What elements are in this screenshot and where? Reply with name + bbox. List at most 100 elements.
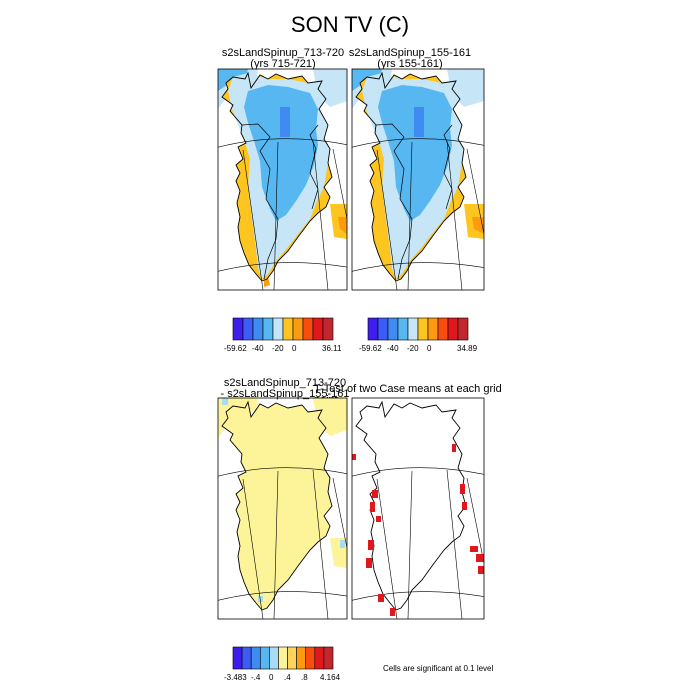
colorbar-tick-label: 34.89 — [457, 344, 478, 353]
colorbar-tick-label: -20 — [407, 344, 419, 353]
colorbar-tick-label: -20 — [272, 344, 284, 353]
colorbar-swatch — [272, 317, 284, 341]
colorbar-swatch — [305, 646, 316, 670]
colorbar-swatch — [427, 317, 439, 341]
colorbar-panel2 — [367, 317, 469, 341]
colorbar-swatch — [278, 646, 288, 670]
panel2-subtitle-text: (yrs 155-161) — [377, 58, 443, 70]
longitude-lines — [242, 469, 347, 619]
colorbar-swatch — [259, 646, 270, 670]
colorbar-swatch — [292, 317, 304, 341]
colorbar-swatch — [282, 317, 294, 341]
panel1-title-text: s2sLandSpinup_713-720 — [221, 47, 345, 59]
cell-diff-negative — [222, 398, 228, 405]
colorbar-swatch — [457, 317, 469, 341]
cell-diff-negative — [258, 596, 263, 602]
ice-sheet-interior — [378, 85, 452, 221]
panel1-subtitle-text: (yrs 715-721) — [250, 58, 316, 70]
longitude-lines — [376, 469, 484, 619]
panel3-map — [218, 398, 347, 619]
panel4-frame — [351, 397, 485, 620]
panel2-title-text: s2sLandSpinup_155-161 — [348, 47, 472, 59]
colorbar-swatch — [262, 317, 274, 341]
sig-cell — [372, 490, 378, 498]
colorbar-swatch — [241, 646, 252, 670]
colorbar-tick-label: 0 — [427, 344, 432, 353]
colorbar-tick-label: 0 — [269, 673, 274, 682]
latitude-lines — [218, 467, 347, 601]
latitude-lines — [352, 467, 484, 601]
cell-diff-negative — [340, 540, 345, 548]
longitude-lines — [376, 140, 484, 290]
sig-cell — [476, 554, 484, 562]
colorbar-tick-label: -59.62 — [224, 344, 247, 353]
panel1-title: s2sLandSpinup_713-720 (yrs 715-721) — [218, 48, 348, 70]
panel3-title-text: s2sLandSpinup_713-720 — [223, 377, 347, 389]
colorbar-swatch — [269, 646, 279, 670]
sig-cell — [470, 546, 478, 552]
ice-sheet-summit — [280, 107, 290, 137]
ice-sheet-summit — [414, 107, 424, 137]
main-title: SON TV (C) — [290, 12, 410, 37]
latitude-lines — [352, 138, 484, 272]
colorbar-swatch — [367, 317, 379, 341]
colorbar-swatch — [232, 317, 244, 341]
cell-coast-east-warm — [472, 217, 484, 234]
colorbar-tick-label: -40 — [387, 344, 399, 353]
colorbar-swatch — [407, 317, 419, 341]
significant-cells — [352, 444, 484, 616]
sig-cell — [366, 558, 372, 568]
colorbar-tick-label: .4 — [284, 673, 291, 682]
panel2-title: s2sLandSpinup_155-161 (yrs 155-161) — [335, 48, 485, 70]
panel2-map — [352, 69, 484, 290]
contour-zero — [375, 123, 453, 280]
sig-cell — [478, 566, 484, 574]
sig-cell — [460, 484, 465, 494]
colorbar-panel1 — [232, 317, 334, 341]
sig-cell — [352, 454, 356, 460]
sig-cell — [368, 540, 374, 550]
colorbar-difference — [232, 646, 334, 670]
sig-cell — [378, 594, 384, 602]
colorbar-tick-label: -.4 — [251, 673, 261, 682]
colorbar-swatch — [287, 646, 297, 670]
ice-sheet-interior — [244, 85, 318, 221]
colorbar-swatch — [447, 317, 459, 341]
colorbar-swatch — [314, 646, 325, 670]
panel3-title: s2sLandSpinup_713-720 - s2sLandSpinup_15… — [210, 378, 360, 400]
colorbar-tick-label: -59.62 — [359, 344, 382, 353]
colorbar-swatch — [312, 317, 324, 341]
colorbar-swatch — [387, 317, 399, 341]
colorbar-swatch — [377, 317, 389, 341]
panel4-map — [352, 401, 484, 619]
colorbar-tick-label: 4.164 — [320, 673, 341, 682]
colorbar-swatch — [397, 317, 409, 341]
colorbar-tick-label: 0 — [292, 344, 297, 353]
panel2-frame — [351, 68, 485, 291]
colorbar-swatch — [417, 317, 429, 341]
colorbar-tick-label: 36.11 — [322, 344, 342, 353]
contour-zero — [241, 123, 319, 280]
sig-cell — [370, 502, 375, 512]
panel3-frame — [217, 397, 348, 620]
sig-cell — [462, 502, 467, 510]
latitude-lines — [218, 138, 347, 272]
colorbar-tick-label: .8 — [301, 673, 308, 682]
longitude-lines — [242, 140, 347, 290]
colorbar-swatch — [232, 646, 243, 670]
colorbar-swatch — [437, 317, 449, 341]
colorbar-swatch — [302, 317, 314, 341]
sig-cell — [390, 608, 395, 616]
colorbar-swatch — [322, 317, 334, 341]
panel3-subtitle-text: - s2sLandSpinup_155-161 — [220, 388, 350, 400]
colorbar-swatch — [296, 646, 307, 670]
colorbar-tick-label: -3.483 — [224, 673, 247, 682]
panel1-frame — [217, 68, 348, 291]
colorbar-tick-label: -40 — [252, 344, 264, 353]
sig-cell — [452, 444, 456, 452]
panel1-map — [218, 69, 347, 290]
colorbar-swatch — [323, 646, 334, 670]
colorbar-swatch — [250, 646, 261, 670]
colorbar-swatch — [242, 317, 254, 341]
